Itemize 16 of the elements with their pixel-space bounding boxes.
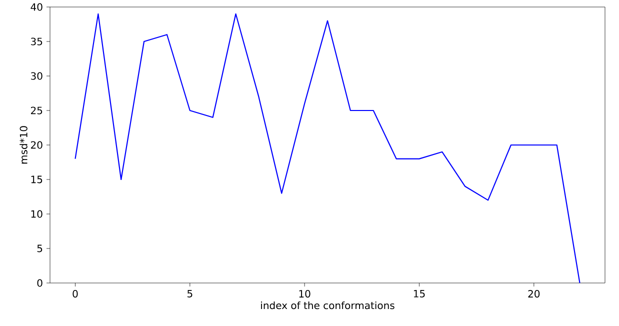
y-tick-label: 25 <box>30 106 42 114</box>
x-tick-label: 5 <box>187 290 192 298</box>
x-tick-label: 15 <box>414 290 425 298</box>
x-tick-label: 20 <box>528 290 540 298</box>
x-tick-label: 0 <box>72 290 78 298</box>
y-tick-label: 15 <box>31 176 42 184</box>
y-tick-label: 0 <box>37 279 42 287</box>
y-tick-label: 30 <box>31 72 42 80</box>
y-tick-label: 5 <box>37 244 42 252</box>
y-tick-label: 10 <box>31 210 42 218</box>
x-axis-title: index of the conformations <box>261 301 394 310</box>
y-axis-title: msd*10 <box>20 126 28 164</box>
x-tick-label: 10 <box>299 290 310 298</box>
y-tick-label: 35 <box>31 38 42 46</box>
y-tick-label: 40 <box>30 3 42 11</box>
y-tick-label: 20 <box>30 141 42 149</box>
